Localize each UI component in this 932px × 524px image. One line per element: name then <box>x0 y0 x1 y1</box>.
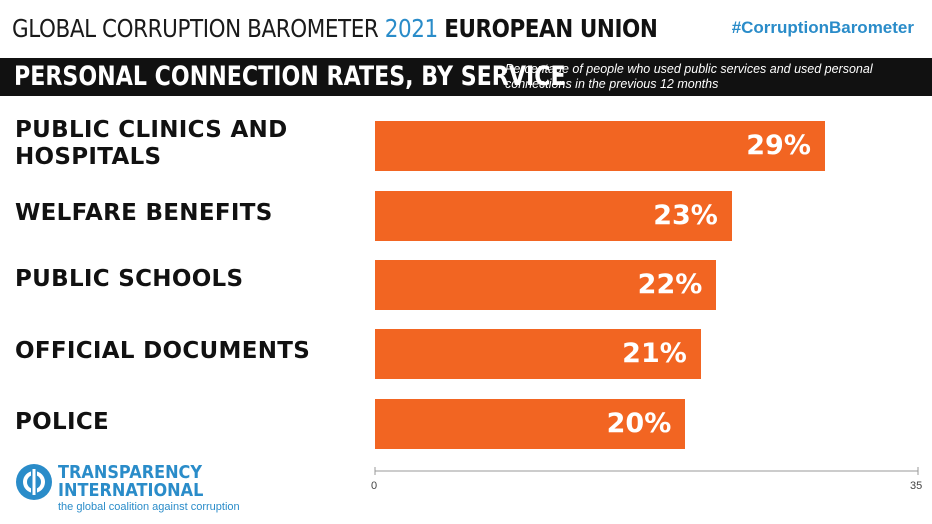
category-label: POLICE <box>15 409 110 435</box>
category-label: PUBLIC CLINICS AND HOSPITALS <box>15 117 288 170</box>
chart-title-band: PERSONAL CONNECTION RATES, BY SERVICE Pe… <box>0 58 932 96</box>
title-prefix: GLOBAL CORRUPTION BAROMETER <box>12 13 379 43</box>
hashtag: #CorruptionBarometer <box>731 18 914 37</box>
chart-subtitle: Percentage of people who used public ser… <box>505 62 873 91</box>
x-tick-label-1: 35 <box>910 480 923 492</box>
bar <box>375 121 825 171</box>
bar <box>375 399 686 449</box>
title-region: EUROPEAN UNION <box>444 13 658 43</box>
bar-value-label: 29% <box>746 130 811 161</box>
category-label: PUBLIC SCHOOLS <box>15 266 244 292</box>
bar <box>375 191 732 241</box>
bar <box>375 260 717 310</box>
page-title: GLOBAL CORRUPTION BAROMETER 2021 EUROPEA… <box>12 13 658 43</box>
logo-wordmark: TRANSPARENCY INTERNATIONAL <box>58 464 203 500</box>
category-label: WELFARE BENEFITS <box>15 200 273 226</box>
bar-value-label: 23% <box>653 200 718 231</box>
logo-tagline: the global coalition against corruption <box>58 501 240 513</box>
bar-value-label: 21% <box>622 338 687 369</box>
logo-line-1: TRANSPARENCY <box>58 463 203 483</box>
title-year: 2021 <box>384 13 438 43</box>
header: GLOBAL CORRUPTION BAROMETER 2021 EUROPEA… <box>12 10 763 46</box>
bar <box>375 329 701 379</box>
bar-value-label: 20% <box>606 408 672 439</box>
category-label: OFFICIAL DOCUMENTS <box>15 338 311 364</box>
logo-line-2: INTERNATIONAL <box>58 481 204 501</box>
x-tick-label-0: 0 <box>371 480 378 492</box>
bar-value-label: 22% <box>637 269 703 300</box>
chart-title: PERSONAL CONNECTION RATES, BY SERVICE <box>14 61 566 92</box>
transparency-logo-icon <box>16 464 52 500</box>
